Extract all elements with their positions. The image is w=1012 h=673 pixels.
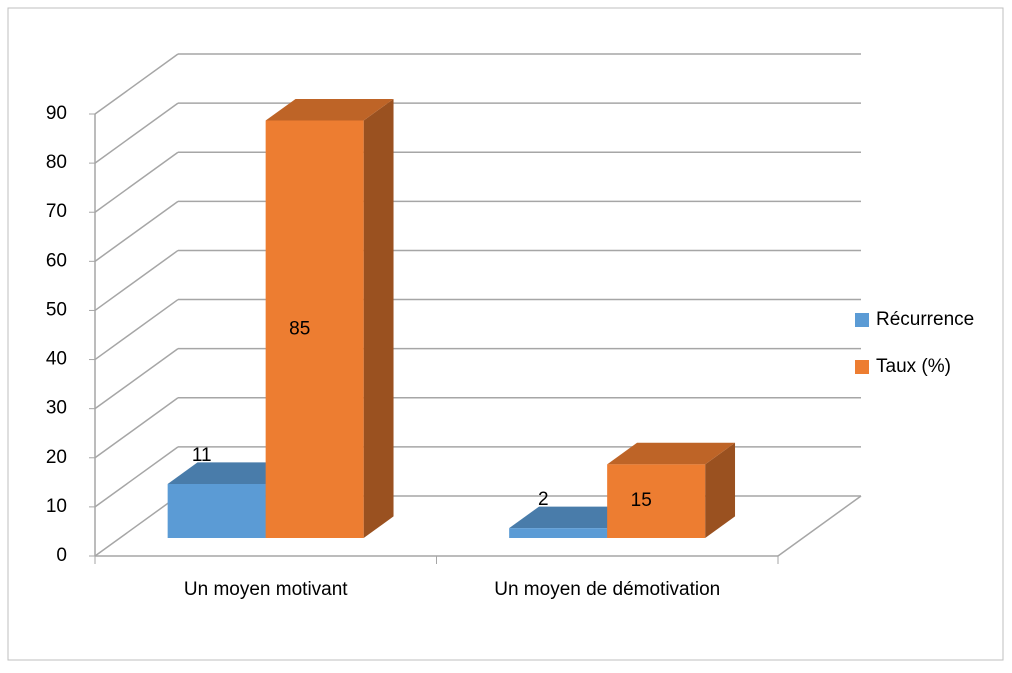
x-tick-label: Un moyen motivant bbox=[184, 579, 348, 600]
y-tick-label: 30 bbox=[46, 398, 67, 419]
legend-swatch bbox=[855, 360, 869, 374]
y-tick-label: 70 bbox=[46, 201, 67, 222]
data-label: 2 bbox=[538, 489, 549, 510]
bar-top bbox=[509, 506, 638, 529]
floor-edge bbox=[777, 495, 862, 557]
y-tick-label: 10 bbox=[46, 496, 67, 517]
y-tick-label: 40 bbox=[46, 349, 67, 370]
chart-frame bbox=[7, 7, 1004, 661]
grid-line bbox=[94, 102, 179, 164]
legend-label: Taux (%) bbox=[876, 356, 951, 377]
grid-line bbox=[94, 53, 179, 115]
grid-line bbox=[94, 446, 179, 508]
grid-line bbox=[94, 495, 179, 557]
bar-top bbox=[265, 98, 394, 121]
bar-front bbox=[607, 464, 706, 538]
bar-front bbox=[509, 528, 608, 538]
bar-side bbox=[705, 442, 736, 538]
bar bbox=[607, 442, 736, 538]
grid-line bbox=[94, 397, 179, 459]
bar bbox=[265, 98, 394, 539]
grid-line bbox=[94, 348, 179, 410]
bar-front bbox=[167, 483, 266, 538]
legend-swatch bbox=[855, 313, 869, 327]
x-tick-label: Un moyen de démotivation bbox=[494, 579, 720, 600]
y-tick-label: 80 bbox=[46, 152, 67, 173]
data-label: 11 bbox=[192, 445, 212, 466]
y-tick-label: 50 bbox=[46, 299, 67, 320]
y-tick-label: 20 bbox=[46, 447, 67, 468]
grid-line bbox=[94, 249, 179, 312]
bar-side bbox=[363, 98, 394, 538]
data-label: 85 bbox=[289, 318, 310, 339]
y-tick-label: 0 bbox=[56, 545, 67, 566]
bar-top bbox=[607, 442, 736, 465]
data-label: 15 bbox=[631, 490, 652, 511]
grid-line bbox=[94, 298, 179, 361]
legend-label: Récurrence bbox=[876, 309, 974, 330]
y-tick-label: 60 bbox=[46, 250, 67, 271]
grid-line bbox=[94, 151, 179, 213]
bar-front bbox=[265, 120, 364, 539]
bar-top bbox=[167, 462, 296, 484]
y-tick-label: 90 bbox=[46, 103, 67, 124]
grid-line bbox=[94, 200, 179, 262]
